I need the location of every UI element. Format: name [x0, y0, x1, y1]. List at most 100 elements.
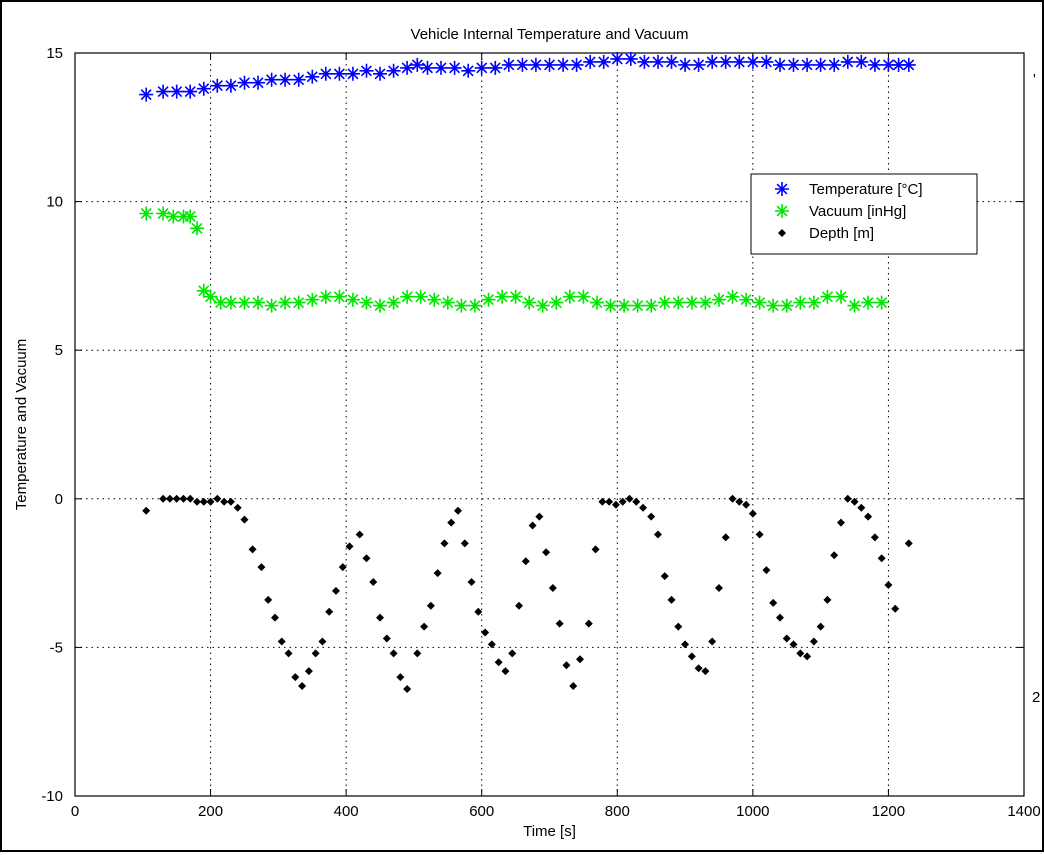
data-point	[639, 503, 648, 512]
data-point	[555, 619, 564, 628]
data-point	[739, 292, 754, 307]
x-tick-label: 1000	[736, 803, 769, 820]
x-tick-label: 1200	[872, 803, 905, 820]
data-point	[591, 545, 600, 554]
data-point	[488, 60, 503, 75]
data-point	[515, 57, 530, 72]
data-point	[420, 622, 429, 631]
data-point	[389, 649, 398, 658]
data-point	[410, 57, 425, 72]
data-point	[806, 295, 821, 310]
data-point	[521, 557, 530, 566]
data-point	[618, 497, 627, 506]
data-point	[213, 494, 222, 503]
data-point	[226, 497, 235, 506]
data-point	[396, 673, 405, 682]
data-point	[881, 57, 896, 72]
clipped-text-fragment: 2	[1032, 689, 1040, 706]
data-point	[660, 572, 669, 581]
data-point	[139, 87, 154, 102]
data-point	[359, 63, 374, 78]
data-point	[454, 298, 469, 313]
data-point	[165, 494, 174, 503]
data-point	[270, 613, 279, 622]
data-point	[453, 506, 462, 515]
data-point	[847, 298, 862, 313]
data-point	[728, 494, 737, 503]
y-tick-label: 15	[46, 45, 63, 62]
data-point	[718, 54, 733, 69]
data-point	[237, 295, 252, 310]
data-point	[434, 60, 448, 75]
data-point	[501, 667, 510, 676]
data-point	[548, 583, 557, 592]
data-point	[386, 295, 401, 310]
data-point	[427, 292, 442, 307]
x-tick-label: 200	[198, 803, 223, 820]
data-point	[139, 206, 154, 221]
legend-marker	[778, 229, 786, 237]
data-point	[264, 298, 279, 313]
y-tick-label: 5	[55, 342, 63, 359]
data-point	[159, 494, 168, 503]
data-point	[542, 548, 551, 557]
x-tick-label: 1400	[1007, 803, 1040, 820]
legend-box	[750, 173, 978, 255]
data-point	[278, 295, 293, 310]
data-point	[742, 500, 751, 509]
data-point	[651, 54, 665, 69]
x-tick-label: 400	[334, 803, 359, 820]
data-point	[694, 664, 703, 673]
data-point	[156, 206, 171, 221]
data-point	[857, 503, 866, 512]
data-point	[332, 66, 347, 81]
legend-marker	[775, 204, 789, 218]
data-point	[632, 497, 641, 506]
data-point	[583, 54, 598, 69]
data-point	[251, 295, 265, 310]
data-point	[874, 295, 889, 310]
data-point	[291, 673, 300, 682]
data-point	[684, 295, 699, 310]
data-point	[549, 295, 564, 310]
data-point	[834, 289, 848, 304]
data-point	[413, 289, 428, 304]
data-point	[467, 298, 482, 313]
grid	[75, 53, 1024, 796]
series-1	[139, 51, 916, 102]
data-point	[786, 57, 801, 72]
data-point	[213, 295, 228, 310]
data-point	[687, 652, 696, 661]
x-tick-label: 800	[605, 803, 630, 820]
data-point	[535, 512, 544, 521]
data-point	[884, 580, 893, 589]
y-axis-label: Temperature and Vacuum	[13, 339, 30, 510]
data-point	[331, 586, 340, 595]
data-point	[843, 494, 852, 503]
data-point	[840, 54, 855, 69]
data-point	[603, 298, 618, 313]
data-point	[223, 295, 238, 310]
data-point	[298, 682, 307, 691]
data-point	[318, 66, 333, 81]
data-point	[877, 554, 886, 563]
data-point	[461, 63, 476, 78]
data-point	[481, 628, 490, 637]
chart-title: Vehicle Internal Temperature and Vacuum	[411, 26, 689, 43]
data-point	[355, 530, 364, 539]
data-point	[403, 685, 412, 694]
data-point	[721, 533, 730, 542]
data-point	[373, 66, 387, 81]
data-point	[569, 57, 584, 72]
data-point	[382, 634, 391, 643]
data-point	[248, 545, 257, 554]
data-point	[725, 289, 740, 304]
data-point	[854, 54, 869, 69]
data-point	[433, 569, 442, 578]
data-point	[809, 637, 818, 646]
data-point	[610, 51, 625, 66]
data-point	[870, 533, 879, 542]
x-tick-label: 600	[469, 803, 494, 820]
data-point	[681, 640, 690, 649]
